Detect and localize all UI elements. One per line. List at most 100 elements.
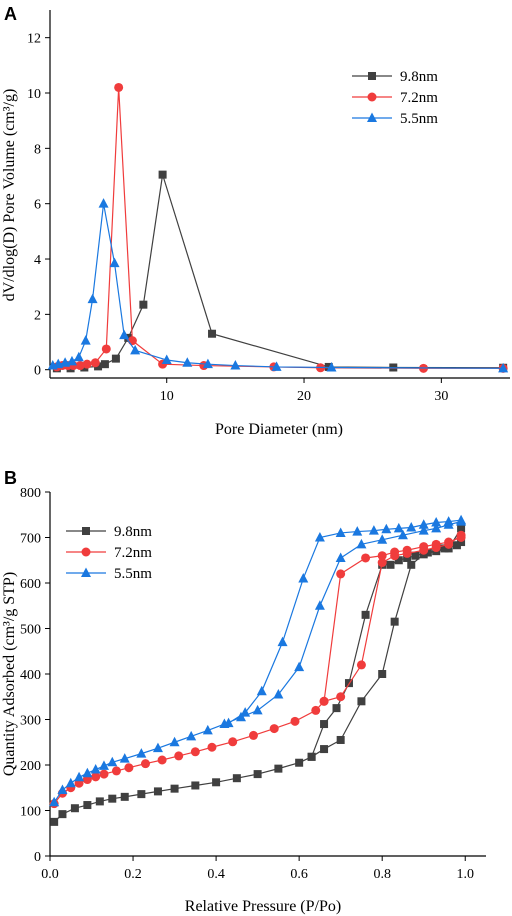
chart-b-ytick-label: 800 <box>20 486 41 501</box>
chart-b-ytick-label: 300 <box>20 714 41 729</box>
chart-b-data-point <box>170 784 179 793</box>
chart-b-data-point <box>390 617 399 626</box>
chart-a-legend-marker <box>367 92 377 102</box>
chart-b-data-point <box>269 724 279 734</box>
chart-a-data-point <box>119 329 130 340</box>
chart-a-ytick-label: 2 <box>34 308 41 323</box>
chart-b-xtick-label: 0.0 <box>41 867 59 882</box>
chart-b-data-point <box>402 545 412 555</box>
chart-b-data-point <box>320 720 329 729</box>
chart-b-xtick-label: 0.8 <box>373 867 391 882</box>
chart-b-ytick-label: 600 <box>20 577 41 592</box>
chart-b-data-point <box>232 774 241 783</box>
chart-a-data-point <box>75 361 85 371</box>
chart-b-data-point <box>82 775 92 785</box>
chart-b-legend-marker <box>81 547 91 557</box>
chart-b-data-point <box>440 544 449 553</box>
chart-b-data-point <box>98 760 109 770</box>
chart-b-data-point <box>357 697 366 706</box>
chart-a-data-point <box>182 357 193 367</box>
chart-b-data-point <box>407 560 416 569</box>
chart-b-data-point <box>431 539 441 549</box>
chart-b-data-point <box>335 552 346 562</box>
chart-b-data-point <box>152 742 163 753</box>
chart-b-legend-label: 9.8nm <box>114 524 152 540</box>
chart-b-data-point <box>356 538 367 549</box>
chart-b-data-point <box>456 533 466 542</box>
chart-a-data-point <box>230 360 241 370</box>
chart-b-ylabel: Quantity Adsorbed (cm³/g STP) <box>1 572 18 776</box>
chart-b-data-point <box>90 764 101 774</box>
chart-a-data-point <box>101 344 111 354</box>
chart-b-data-point <box>277 636 288 647</box>
chart-a-ytick-label: 6 <box>34 198 41 213</box>
chart-a-data-point <box>130 344 141 355</box>
chart-a-data-point <box>90 358 100 368</box>
chart-b-data-point <box>70 804 79 813</box>
chart-b-data-point <box>332 704 341 713</box>
chart-b-data-point <box>452 541 461 550</box>
chart-b-data-point <box>307 752 316 761</box>
chart-a-series-line <box>56 174 504 369</box>
chart-b-data-point <box>295 758 304 767</box>
chart-b-xtick-label: 0.4 <box>207 867 225 882</box>
chart-b-data-point <box>352 526 363 536</box>
chart-b-data-point <box>377 534 388 544</box>
chart-b-data-point <box>119 753 130 763</box>
chart-a-xtick-label: 10 <box>160 389 174 404</box>
chart-a-data-point <box>139 300 148 309</box>
chart-a-data-point <box>114 82 124 92</box>
chart-b-data-point <box>120 792 129 801</box>
chart-b-data-point <box>49 796 60 807</box>
chart-b-data-point <box>212 778 221 787</box>
chart-b-legend-label: 5.5nm <box>114 566 152 582</box>
chart-b-data-point <box>223 717 234 728</box>
chart-b-data-point <box>411 551 420 560</box>
chart-b-data-point <box>419 542 429 552</box>
chart-b-data-point <box>99 769 109 779</box>
chart-b-data-point <box>298 572 309 583</box>
chart-b-data-point <box>368 525 379 535</box>
chart-b-data-point <box>378 670 387 678</box>
panel-a-label: A <box>4 4 17 24</box>
chart-a-ytick-label: 4 <box>34 253 41 268</box>
chart-b-legend-label: 7.2nm <box>114 545 152 561</box>
chart-b-data-point <box>406 521 417 532</box>
chart-a-data-point <box>87 293 98 304</box>
chart-a-data-point <box>73 351 84 362</box>
chart-b-ytick-label: 500 <box>20 623 41 638</box>
chart-a-legend-marker <box>368 72 376 80</box>
chart-b-data-point <box>65 777 76 788</box>
chart-b-ytick-label: 700 <box>20 532 41 547</box>
chart-b-data-point <box>252 704 263 715</box>
chart-b-data-point <box>174 751 184 761</box>
chart-a-data-point <box>80 335 91 345</box>
chart-a-data-point <box>82 359 92 369</box>
chart-b-data-point <box>457 538 466 547</box>
chart-b-data-point <box>336 569 346 579</box>
chart-b-data-point <box>418 525 429 535</box>
chart-b-data-point <box>336 692 346 702</box>
chart-a-data-point <box>127 336 137 346</box>
chart-b-data-point <box>107 756 118 767</box>
chart-b-data-point <box>456 514 467 525</box>
chart-a-legend-marker <box>367 112 377 122</box>
chart-b-xlabel: Relative Pressure (P/Po) <box>185 898 341 915</box>
chart-a-series-line <box>56 87 504 369</box>
chart-b-data-point <box>153 787 162 796</box>
chart-b-data-point <box>124 763 134 773</box>
chart-a-legend-label: 7.2nm <box>400 90 438 106</box>
chart-b-data-point <box>381 523 392 534</box>
chart-b-data-point <box>274 764 283 773</box>
chart-b-xtick-label: 0.2 <box>124 867 142 882</box>
chart-b-data-point <box>169 736 180 747</box>
chart-b-data-point <box>74 771 85 782</box>
chart-b-ytick-label: 100 <box>20 805 41 820</box>
chart-a-legend-label: 5.5nm <box>400 111 438 127</box>
chart-a-legend-label: 9.8nm <box>400 69 438 85</box>
chart-b-data-point <box>141 759 151 769</box>
chart-a-data-point <box>98 198 109 208</box>
chart-b-data-point <box>273 688 284 699</box>
chart-b-data-point <box>314 532 325 542</box>
